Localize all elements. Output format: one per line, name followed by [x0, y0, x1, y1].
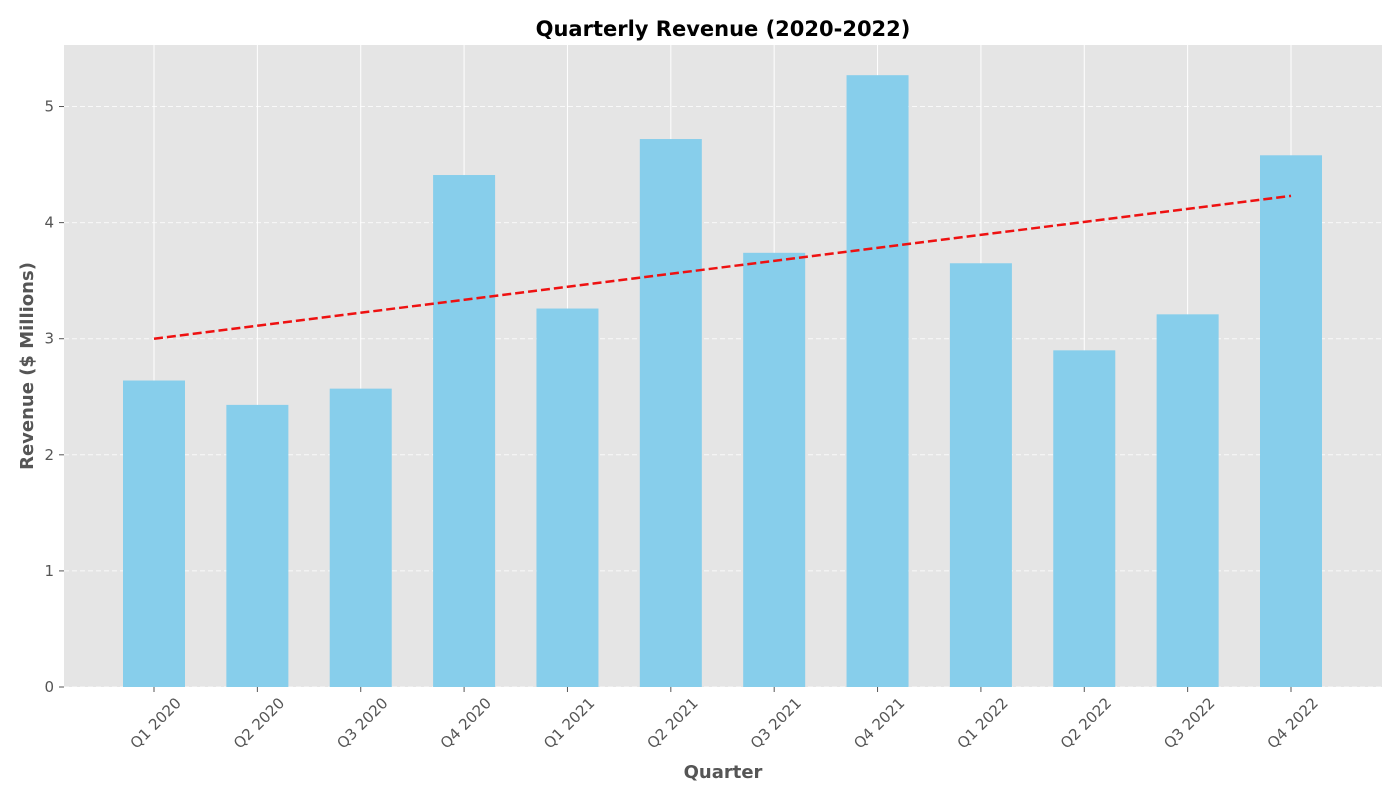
bar: [226, 404, 289, 687]
bar: [949, 263, 1012, 687]
bar: [536, 308, 599, 687]
bar: [639, 139, 702, 688]
y-tick-label: 3: [44, 330, 54, 348]
y-tick-label: 2: [44, 446, 54, 464]
bars: [123, 75, 1322, 688]
x-axis-label: Quarter: [684, 762, 763, 783]
y-tick-label: 0: [44, 678, 54, 696]
trend-line-layer: [153, 194, 1292, 340]
y-tick-label: 5: [44, 98, 54, 116]
y-tick-label: 4: [44, 214, 54, 232]
bar: [1260, 155, 1322, 688]
bar: [743, 252, 806, 687]
bar: [433, 175, 496, 687]
bar: [1053, 350, 1116, 687]
bar: [846, 75, 909, 687]
y-axis-label: Revenue ($ Millions): [17, 262, 38, 470]
trend-line: [153, 194, 1292, 340]
y-tick-label: 1: [44, 562, 54, 580]
bar: [1156, 314, 1219, 687]
y-axis: 0 1 2 3 4 5: [44, 98, 64, 696]
bar: [329, 388, 392, 687]
bar: [123, 380, 185, 687]
chart-title: Quarterly Revenue (2020-2022): [536, 17, 911, 41]
